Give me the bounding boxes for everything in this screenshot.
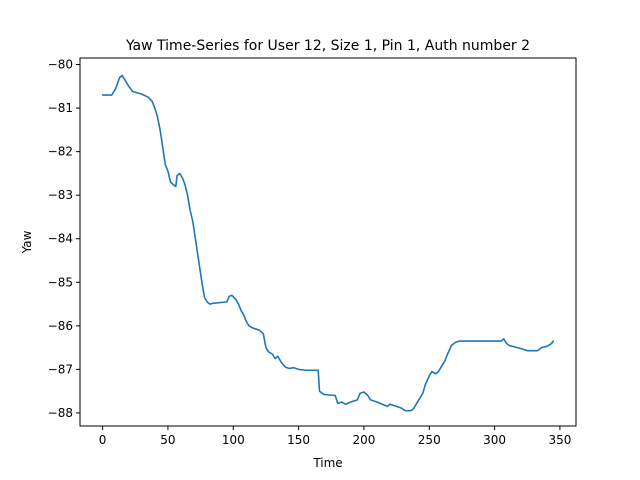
y-tick-label: −82 [48,145,73,159]
x-axis-label: Time [312,456,342,470]
plot-area: 0 50 100 150 200 250 300 350 −88 −87 −86 −85 −84 −83… [48,57,577,447]
y-axis-label: Yaw [20,230,34,254]
x-axis: 0 50 100 150 200 250 300 350 [99,426,571,447]
x-tick-label: 150 [287,433,310,447]
y-tick-label: −88 [48,406,73,420]
x-tick-label: 50 [160,433,175,447]
y-tick-label: −87 [48,362,73,376]
x-tick-label: 100 [222,433,245,447]
y-tick-label: −84 [48,232,73,246]
x-tick-label: 350 [548,433,571,447]
chart-title: Yaw Time-Series for User 12, Size 1, Pin… [125,38,530,54]
x-tick-label: 200 [352,433,375,447]
x-tick-label: 300 [483,433,506,447]
series-layer [101,74,555,412]
x-tick-label: 0 [99,433,107,447]
y-axis: −88 −87 −86 −85 −84 −83 −82 −81 −80 [48,58,80,420]
x-tick-label: 250 [418,433,441,447]
y-tick-label: −81 [48,101,73,115]
y-tick-label: −83 [48,188,73,202]
axes-frame [79,57,577,427]
y-tick-label: −85 [48,275,73,289]
y-tick-label: −86 [48,319,73,333]
yaw-series-line [101,74,555,412]
y-tick-label: −80 [48,58,73,72]
